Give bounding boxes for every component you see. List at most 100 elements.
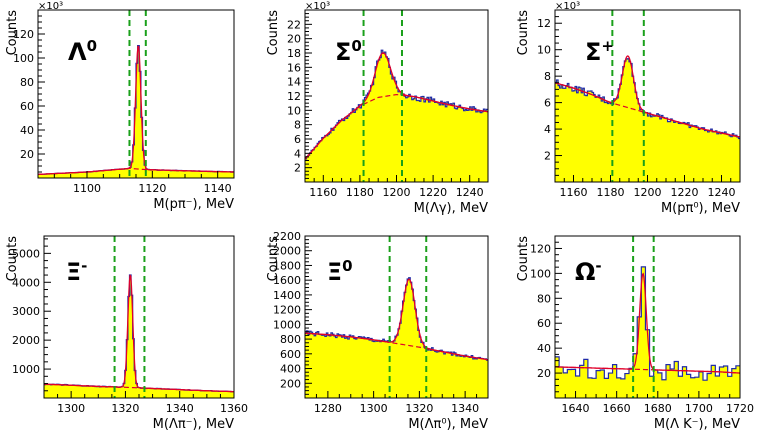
histogram-fill <box>44 274 234 398</box>
y-tick-label: 12 <box>287 90 301 103</box>
x-tick-label: 1320 <box>111 402 139 415</box>
y-tick-label: 18 <box>287 47 301 60</box>
y-tick-label: 200 <box>280 377 301 390</box>
panel-ximinus: 1300 1320 1340 1360 1000 2000 3000 4000 5000 M(… <box>5 235 248 432</box>
particle-symbol: Σ <box>585 38 601 66</box>
fit-curve <box>43 274 235 393</box>
fit-curve <box>37 45 235 176</box>
x-tick-label: 1180 <box>597 186 625 199</box>
x-tick-label: 1180 <box>346 186 374 199</box>
selection-cut-lines <box>388 236 428 398</box>
panel-sigmaplus: 1160 1180 1200 1220 1240 2 4 6 8 10 12 M(pπ⁰), Me… <box>516 1 741 216</box>
particle-symbol: Σ <box>335 38 351 66</box>
x-axis-label: M(Λπ⁻), MeV <box>153 417 234 432</box>
histogram-fill <box>305 50 488 183</box>
y-axis-label: Counts <box>266 236 281 282</box>
x-axis-label: M(Λπ⁰), MeV <box>408 417 488 432</box>
x-tick-label: 1200 <box>634 186 662 199</box>
x-tick-label: 1640 <box>562 402 590 415</box>
fit-curve <box>554 272 741 374</box>
y-tick-label: 1000 <box>273 318 301 331</box>
fit-curve <box>304 278 489 361</box>
y-tick-label: 100 <box>13 52 34 65</box>
y-tick-label: 120 <box>530 242 551 255</box>
selection-cut-lines <box>128 10 147 178</box>
y-axis-label: Counts <box>516 10 531 56</box>
x-tick-label: 1300 <box>57 402 85 415</box>
x-tick-label: 1700 <box>685 402 713 415</box>
x-axis-label: M(pπ⁻), MeV <box>153 197 234 212</box>
x-tick-label: 1720 <box>726 402 754 415</box>
y-tick-label: 20 <box>20 148 34 161</box>
particle-charge: 0 <box>351 37 361 55</box>
y-tick-label: 1600 <box>273 274 301 287</box>
y-tick-label: 2 <box>294 162 301 175</box>
histogram-area <box>38 45 234 178</box>
x-tick-label: 1680 <box>644 402 672 415</box>
y-tick-label: 1000 <box>12 363 40 376</box>
particle-charge: + <box>601 37 614 55</box>
selection-cut-lines <box>632 236 655 398</box>
particle-label: Σ+ <box>585 37 614 66</box>
y-tick-label: 1200 <box>273 304 301 317</box>
x-tick-label: 1240 <box>708 186 736 199</box>
x-tick-label: 1220 <box>419 186 447 199</box>
particle-charge: 0 <box>342 257 352 275</box>
histogram-fill <box>555 58 740 183</box>
y-tick-label: 100 <box>530 267 551 280</box>
y-tick-label: 8 <box>544 70 551 83</box>
particle-label: Σ0 <box>335 37 362 66</box>
y-tick-label: 4000 <box>12 276 40 289</box>
particle-charge: - <box>81 257 87 275</box>
y-tick-label: 12 <box>537 17 551 30</box>
y-tick-label: 4 <box>294 147 301 160</box>
total-fit-curve <box>554 272 741 374</box>
y-tick-label: 400 <box>280 363 301 376</box>
data-histogram <box>44 274 234 393</box>
total-fit-curve <box>304 52 489 160</box>
y-tick-label: 20 <box>287 33 301 46</box>
y-tick-label: 800 <box>280 333 301 346</box>
x-tick-label: 1100 <box>73 182 101 195</box>
y-tick-label: 10 <box>537 44 551 57</box>
y-tick-label: 3000 <box>12 305 40 318</box>
x-tick-label: 1340 <box>166 402 194 415</box>
total-fit-curve <box>554 55 741 138</box>
x-axis-ticks: 1640 1660 1680 1700 1720 <box>554 391 754 415</box>
x-tick-label: 1220 <box>671 186 699 199</box>
particle-label: Ω- <box>575 257 602 286</box>
histogram-area <box>555 58 740 183</box>
x-tick-label: 1200 <box>383 186 411 199</box>
y-tick-label: 8 <box>294 119 301 132</box>
y-axis-label: Counts <box>266 10 281 56</box>
y-tick-label: 40 <box>20 124 34 137</box>
y-axis-ticks: 20 40 60 80 100 120 <box>530 235 562 399</box>
x-tick-label: 1280 <box>314 402 342 415</box>
total-fit-curve <box>43 274 235 393</box>
x-tick-label: 1340 <box>451 402 479 415</box>
x-axis-ticks: 1280 1300 1320 1340 <box>304 391 489 415</box>
histogram-fill <box>38 45 234 178</box>
x-tick-label: 1660 <box>603 402 631 415</box>
y-tick-label: 6 <box>294 133 301 146</box>
x-tick-label: 1360 <box>220 402 248 415</box>
y-axis-ticks: 1000 2000 3000 4000 5000 <box>12 238 51 399</box>
total-fit-curve <box>37 45 235 176</box>
y-multiplier: ×10³ <box>555 1 580 12</box>
particle-symbol: Ω <box>575 258 595 286</box>
x-axis-label: M(Λγ), MeV <box>414 201 488 216</box>
x-tick-label: 1140 <box>204 182 232 195</box>
y-tick-label: 2 <box>544 150 551 163</box>
y-tick-label: 60 <box>20 100 34 113</box>
y-tick-label: 2200 <box>273 230 301 243</box>
y-tick-label: 10 <box>287 104 301 117</box>
data-histogram-line <box>555 58 740 140</box>
particle-symbol: Λ <box>68 38 87 66</box>
y-tick-label: 2000 <box>273 245 301 258</box>
fit-curve <box>304 52 489 160</box>
x-tick-label: 1320 <box>405 402 433 415</box>
y-axis-label: Counts <box>516 236 531 282</box>
particle-label: Ξ- <box>66 257 87 286</box>
